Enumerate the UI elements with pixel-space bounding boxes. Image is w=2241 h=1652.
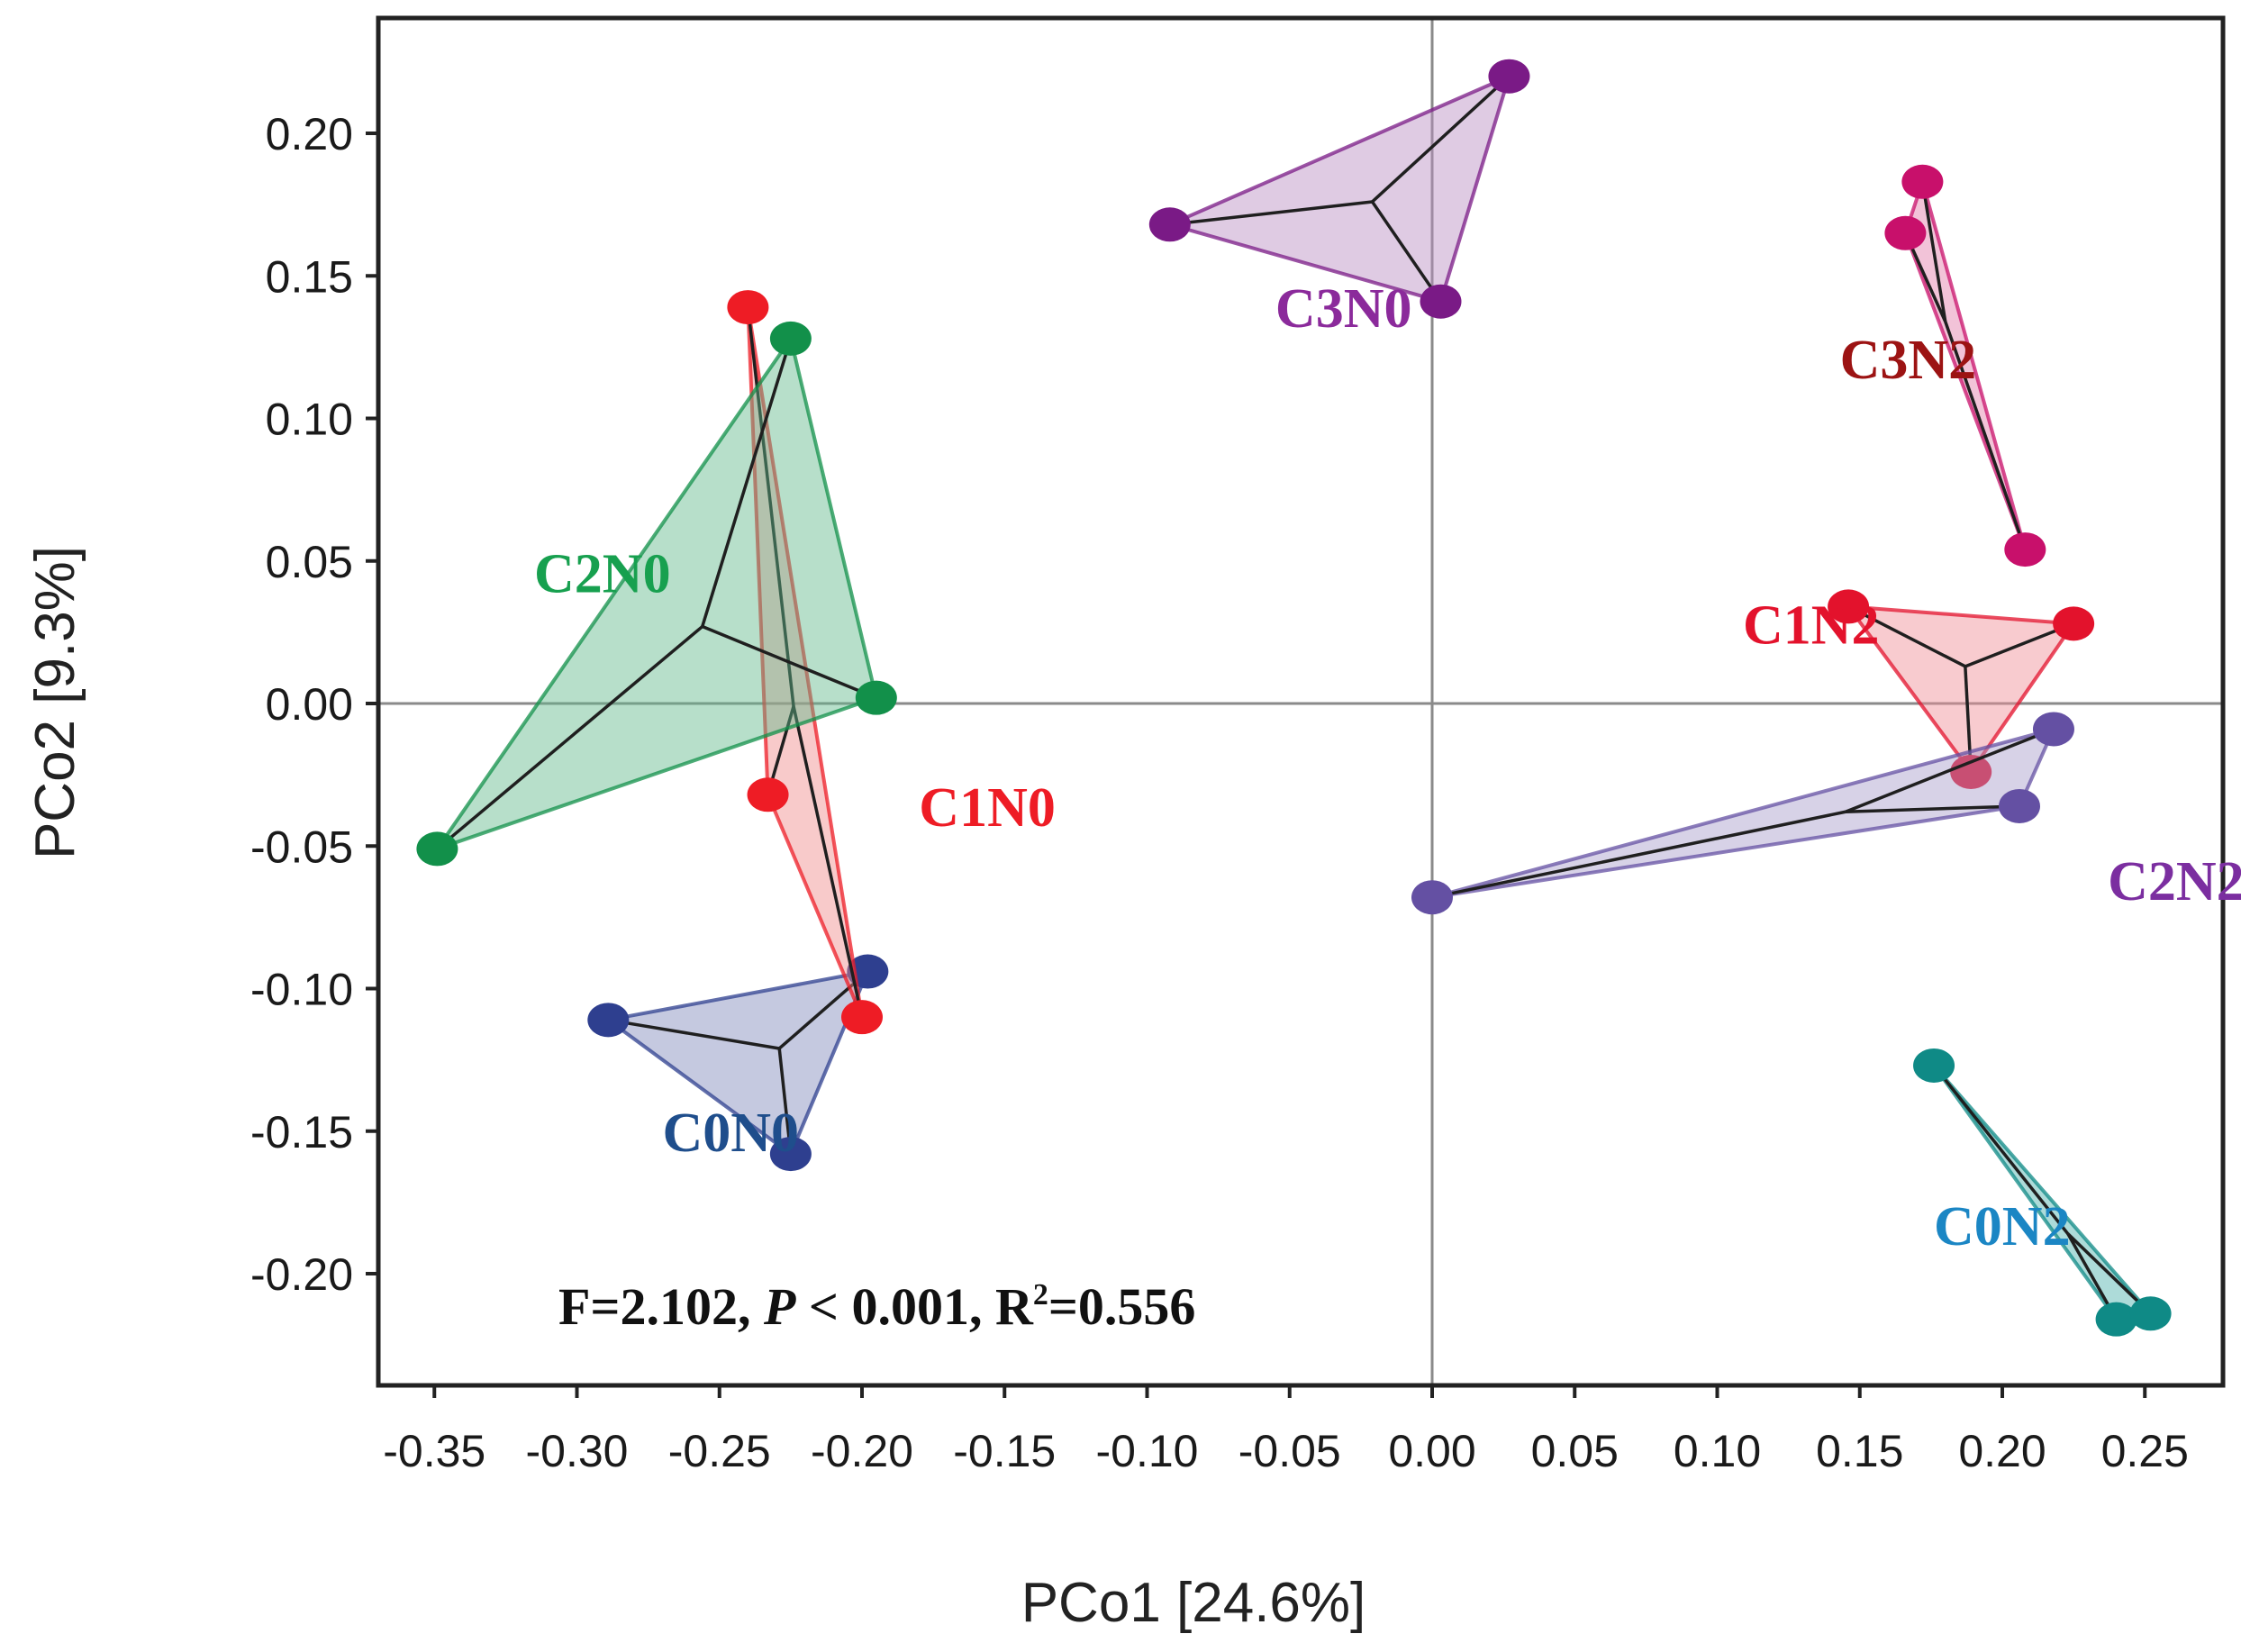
group-c2n2	[1411, 712, 2074, 915]
group-label-c3n0: C3N0	[1275, 278, 1412, 340]
data-point	[1488, 59, 1530, 94]
data-point	[1901, 164, 1944, 199]
x-tick-label: 0.00	[1388, 1426, 1475, 1476]
group-c3n0	[1148, 59, 1530, 319]
data-point	[1411, 880, 1453, 915]
data-point	[416, 831, 458, 867]
x-tick-label: 0.25	[2101, 1426, 2189, 1476]
y-tick-label: -0.20	[250, 1249, 353, 1300]
x-tick-label: 0.10	[1674, 1426, 1761, 1476]
data-point	[1950, 754, 1992, 789]
y-tick-label: -0.15	[250, 1107, 353, 1157]
data-point	[727, 290, 769, 325]
x-axis: -0.35 -0.30 -0.25 -0.20 -0.15 -0.10 -0.05 0.00 0…	[383, 1385, 2189, 1476]
group-hull	[606, 969, 870, 1157]
y-tick-label: 0.10	[266, 395, 353, 445]
group-label-c2n2: C2N2	[2108, 851, 2241, 912]
data-point	[855, 680, 897, 715]
data-point	[587, 1003, 630, 1038]
x-tick-label: 0.20	[1958, 1426, 2046, 1476]
group-label-c0n0: C0N0	[662, 1103, 799, 1164]
y-tick-label: -0.10	[250, 965, 353, 1015]
x-tick-label: -0.20	[811, 1426, 913, 1476]
group-label-c3n2: C3N2	[1840, 330, 1977, 391]
x-tick-label: 0.05	[1531, 1426, 1619, 1476]
centroid-spoke	[1845, 804, 2020, 814]
group-label-c1n0: C1N0	[919, 777, 1056, 839]
group-c0n2	[1913, 1048, 2172, 1337]
data-point	[2032, 712, 2074, 747]
data-point	[2053, 606, 2095, 641]
group-label-c0n2: C0N2	[1934, 1196, 2071, 1257]
y-tick-label: -0.05	[250, 821, 353, 872]
x-tick-label: 0.15	[1816, 1426, 1903, 1476]
x-tick-label: -0.15	[953, 1426, 1056, 1476]
group-hull	[435, 336, 878, 851]
data-point	[1884, 215, 1927, 250]
centroid-spoke	[1371, 75, 1511, 204]
group-labels: C0N0 C1N0 C2N0 C3N0 C0N2 C1N2 C2N2 C3N2	[534, 278, 2241, 1257]
centroid-spoke	[1920, 181, 1947, 322]
group-c3n2	[1884, 164, 2046, 567]
centroid-spoke	[436, 625, 703, 850]
data-point	[769, 321, 812, 356]
group-hull	[1846, 604, 2076, 774]
group-label-c2n0: C2N0	[534, 543, 671, 604]
centroid-spoke	[701, 338, 793, 628]
centroid-spoke	[2066, 1232, 2152, 1315]
data-point	[1913, 1048, 1955, 1083]
centroid-spoke	[608, 1018, 780, 1050]
centroid-spoke	[702, 624, 877, 700]
centroid-spoke	[1964, 666, 1973, 773]
centroid-spoke	[1944, 321, 2027, 550]
group-hull	[746, 305, 864, 1020]
x-tick-label: -0.30	[526, 1426, 629, 1476]
group-layer	[416, 59, 2172, 1337]
data-point	[1998, 788, 2040, 823]
data-point	[1148, 207, 1191, 242]
group-c2n0	[416, 321, 897, 867]
y-axis-title: PCo2 [9.3%]	[24, 546, 86, 859]
centroid-spoke	[746, 306, 795, 707]
x-tick-label: -0.35	[383, 1426, 485, 1476]
group-label-c1n2: C1N2	[1743, 595, 1880, 656]
x-tick-label: -0.10	[1096, 1426, 1199, 1476]
data-point	[1420, 284, 1462, 319]
x-tick-label: -0.05	[1238, 1426, 1341, 1476]
y-tick-label: 0.05	[266, 537, 353, 587]
data-point	[769, 1137, 812, 1172]
group-hull	[1167, 74, 1511, 304]
group-hull	[1903, 179, 2028, 552]
data-point	[2004, 532, 2046, 567]
group-c1n2	[1828, 589, 2095, 789]
y-tick-label: 0.15	[266, 251, 353, 302]
data-point	[747, 777, 789, 812]
centroid-spoke	[792, 705, 864, 1018]
y-tick-label: 0.00	[266, 679, 353, 730]
centroid-spoke	[1371, 200, 1442, 303]
data-point	[2095, 1302, 2137, 1337]
centroid-spoke	[1169, 200, 1373, 227]
y-tick-label: 0.20	[266, 109, 353, 159]
x-tick-label: -0.25	[668, 1426, 771, 1476]
data-point	[841, 1000, 883, 1035]
group-hull	[1430, 727, 2055, 900]
y-axis: 0.20 0.15 0.10 0.05 0.00 -0.05 -0.10 -0.15 -0.20	[250, 109, 378, 1300]
x-axis-title: PCo1 [24.6%]	[1021, 1572, 1366, 1634]
stats-annotation: F=2.102, P < 0.001, R2=0.556	[558, 1277, 1195, 1336]
centroid-spoke	[1431, 810, 1846, 899]
group-c1n0	[727, 290, 883, 1035]
centroid-spoke	[778, 970, 869, 1050]
centroid-spoke	[1847, 604, 1966, 668]
zero-lines	[378, 18, 2223, 1385]
centroid-spoke	[1932, 1064, 2070, 1235]
centroid-spoke	[777, 1048, 793, 1155]
data-point	[2129, 1296, 2172, 1331]
data-point	[1828, 589, 1870, 624]
centroid-spoke	[1845, 727, 2055, 813]
